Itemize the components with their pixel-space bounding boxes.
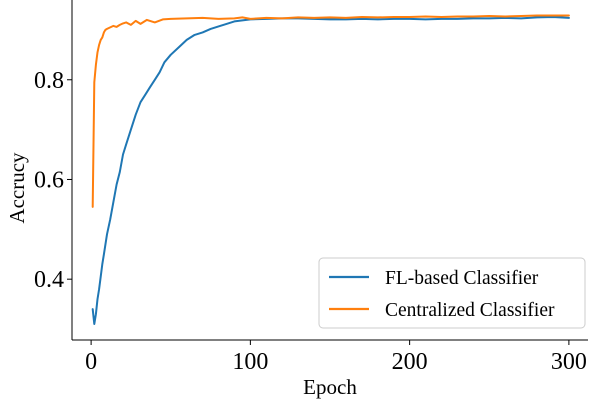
y-tick-label: 0.6	[34, 167, 64, 193]
legend-box	[318, 257, 586, 329]
legend-items: FL-based Classifier Centralized Classifie…	[329, 268, 555, 321]
y-tick-label: 0.8	[34, 68, 64, 94]
legend: FL-based Classifier Centralized Classifie…	[318, 257, 586, 329]
x-tick-label: 0	[85, 349, 97, 375]
x-tick-label: 300	[551, 349, 587, 375]
y-tick-label: 0.4	[34, 267, 64, 293]
x-axis-title: Epoch	[303, 375, 357, 399]
series-line-1	[91, 16, 570, 325]
legend-label-2: Centralized Classifier	[385, 300, 555, 321]
x-axis-ticks: 0 100 200 300	[85, 340, 587, 375]
x-tick-label: 200	[392, 349, 428, 375]
y-axis-title: Accrucy	[5, 152, 29, 224]
plot-lines	[91, 14, 570, 325]
legend-label-1: FL-based Classifier	[385, 268, 539, 289]
y-axis-ticks: 0.4 0.6 0.8	[34, 68, 72, 293]
series-line-2	[91, 14, 570, 208]
x-tick-label: 100	[232, 349, 268, 375]
